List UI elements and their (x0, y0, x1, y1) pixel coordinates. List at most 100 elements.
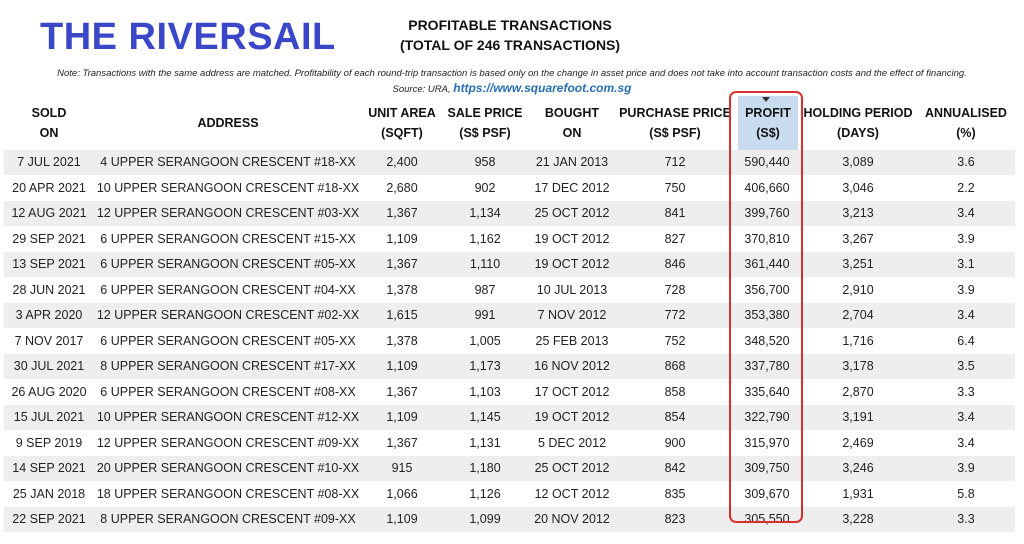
cell-address: 6 UPPER SERANGOON CRESCENT #05-XX (100, 257, 356, 271)
table-row[interactable]: 3 APR 2020 12 UPPER SERANGOON CRESCENT #0… (4, 303, 1015, 329)
column-header-line2: (SQFT) (381, 126, 423, 140)
cell-purchase-price: 835 (664, 486, 686, 501)
column-header-unit-area[interactable]: UNIT AREA (SQFT) (362, 96, 442, 150)
column-header-line1: PURCHASE PRICE (619, 106, 731, 120)
cell-annualised: 3.3 (957, 384, 975, 399)
cell-sold-on: 29 SEP 2021 (12, 231, 86, 246)
column-header-line2: (S$ PSF) (649, 126, 701, 140)
cell-bought-on: 19 OCT 2012 (534, 410, 610, 424)
table-row[interactable]: 30 JUL 2021 8 UPPER SERANGOON CRESCENT #1… (4, 354, 1015, 380)
report-title-line2: (TOTAL OF 246 TRANSACTIONS) (399, 37, 621, 53)
cell-purchase-price: 854 (664, 410, 686, 424)
cell-profit: 315,970 (744, 435, 790, 450)
cell-sale-price: 1,131 (469, 435, 501, 450)
cell-address: 6 UPPER SERANGOON CRESCENT #08-XX (100, 384, 356, 399)
cell-profit: 309,670 (744, 486, 790, 501)
column-header-sale-price[interactable]: SALE PRICE (S$ PSF) (442, 96, 528, 150)
source-prefix: Source: URA, (392, 84, 451, 95)
cell-profit: 406,660 (744, 180, 790, 195)
table-row[interactable]: 29 SEP 2021 6 UPPER SERANGOON CRESCENT #1… (4, 227, 1015, 252)
table-row[interactable]: 13 SEP 2021 6 UPPER SERANGOON CRESCENT #0… (4, 252, 1015, 278)
cell-purchase-price: 868 (664, 359, 686, 373)
cell-purchase-price: 900 (664, 435, 686, 450)
cell-holding-period: 3,267 (842, 231, 874, 246)
table-row[interactable]: 9 SEP 2019 12 UPPER SERANGOON CRESCENT #0… (4, 431, 1015, 456)
cell-annualised: 3.5 (957, 359, 975, 373)
cell-sold-on: 15 JUL 2021 (13, 410, 85, 424)
column-header-annualised[interactable]: ANNUALISED (%) (916, 96, 1016, 150)
cell-holding-period: 3,246 (842, 461, 874, 475)
cell-address: 4 UPPER SERANGOON CRESCENT #18-XX (100, 155, 356, 169)
cell-address: 6 UPPER SERANGOON CRESCENT #15-XX (100, 231, 356, 246)
cell-sale-price: 1,134 (469, 206, 501, 220)
cell-profit: 353,380 (744, 308, 790, 322)
column-header-line2: (S$) (756, 126, 780, 140)
cell-address: 6 UPPER SERANGOON CRESCENT #04-XX (100, 282, 356, 297)
cell-sale-price: 1,099 (469, 512, 501, 526)
cell-holding-period: 2,870 (842, 384, 874, 399)
cell-holding-period: 1,931 (842, 486, 874, 501)
cell-purchase-price: 846 (664, 257, 686, 271)
table-row[interactable]: 7 JUL 2021 4 UPPER SERANGOON CRESCENT #18… (4, 150, 1015, 176)
cell-sale-price: 1,145 (469, 410, 501, 424)
cell-unit-area: 1,066 (386, 486, 418, 501)
cell-bought-on: 25 FEB 2013 (535, 333, 609, 348)
cell-profit: 335,640 (744, 384, 790, 399)
column-header-address[interactable]: ADDRESS (94, 96, 362, 150)
cell-purchase-price: 712 (664, 155, 686, 169)
cell-profit: 590,440 (744, 155, 790, 169)
cell-annualised: 3.9 (957, 231, 975, 246)
cell-annualised: 5.8 (957, 486, 975, 501)
cell-profit: 361,440 (744, 257, 790, 271)
column-header-line2: ON (39, 126, 59, 140)
cell-holding-period: 2,910 (842, 282, 874, 297)
cell-purchase-price: 750 (664, 180, 686, 195)
table-row[interactable]: 12 AUG 2021 12 UPPER SERANGOON CRESCENT #… (4, 201, 1015, 227)
table-row[interactable]: 20 APR 2021 10 UPPER SERANGOON CRESCENT #… (4, 176, 1015, 201)
cell-bought-on: 25 OCT 2012 (534, 461, 610, 475)
cell-purchase-price: 823 (664, 512, 686, 526)
cell-sold-on: 25 JAN 2018 (12, 486, 86, 501)
cell-holding-period: 3,251 (842, 257, 874, 271)
cell-sold-on: 22 SEP 2021 (12, 512, 86, 526)
cell-bought-on: 17 DEC 2012 (534, 180, 610, 195)
table-row[interactable]: 25 JAN 2018 18 UPPER SERANGOON CRESCENT #… (4, 482, 1015, 507)
cell-sold-on: 7 NOV 2017 (14, 333, 84, 348)
cell-unit-area: 1,367 (386, 384, 418, 399)
column-header-holding-period[interactable]: HOLDING PERIOD (DAYS) (800, 96, 916, 150)
cell-purchase-price: 858 (664, 384, 686, 399)
cell-sold-on: 7 JUL 2021 (17, 155, 81, 169)
column-header-bought-on[interactable]: BOUGHT ON (528, 96, 616, 150)
column-header-line2: (DAYS) (837, 126, 879, 140)
cell-purchase-price: 842 (664, 461, 686, 475)
cell-bought-on: 16 NOV 2012 (534, 359, 610, 373)
sort-descending-icon (762, 97, 770, 102)
cell-sale-price: 1,162 (469, 231, 501, 246)
column-header-sold-on[interactable]: SOLD ON (4, 96, 94, 150)
cell-sale-price: 1,173 (469, 359, 501, 373)
column-header-line1: SALE PRICE (447, 106, 523, 120)
cell-unit-area: 1,109 (386, 410, 418, 424)
table-row[interactable]: 14 SEP 2021 20 UPPER SERANGOON CRESCENT #… (4, 456, 1015, 482)
table-row[interactable]: 15 JUL 2021 10 UPPER SERANGOON CRESCENT #… (4, 405, 1015, 431)
cell-annualised: 3.4 (957, 308, 975, 322)
cell-sold-on: 9 SEP 2019 (15, 435, 83, 450)
column-header-profit[interactable]: PROFIT (S$) (738, 96, 798, 150)
cell-holding-period: 3,046 (842, 180, 874, 195)
table-row[interactable]: 28 JUN 2021 6 UPPER SERANGOON CRESCENT #0… (4, 278, 1015, 303)
cell-address: 6 UPPER SERANGOON CRESCENT #05-XX (100, 333, 356, 348)
cell-purchase-price: 827 (664, 231, 686, 246)
cell-purchase-price: 772 (664, 308, 686, 322)
source-link[interactable]: https://www.squarefoot.com.sg (453, 81, 632, 95)
table-row[interactable]: 26 AUG 2020 6 UPPER SERANGOON CRESCENT #0… (4, 380, 1015, 405)
table-row[interactable]: 22 SEP 2021 8 UPPER SERANGOON CRESCENT #0… (4, 507, 1015, 533)
cell-bought-on: 12 OCT 2012 (534, 486, 610, 501)
table-row[interactable]: 7 NOV 2017 6 UPPER SERANGOON CRESCENT #05… (4, 329, 1015, 354)
cell-bought-on: 5 DEC 2012 (537, 435, 607, 450)
cell-address: 12 UPPER SERANGOON CRESCENT #03-XX (96, 206, 360, 220)
column-header-purchase-price[interactable]: PURCHASE PRICE (S$ PSF) (616, 96, 734, 150)
cell-profit: 356,700 (744, 282, 790, 297)
cell-sold-on: 3 APR 2020 (15, 308, 83, 322)
column-header-line1: ANNUALISED (925, 106, 1007, 120)
cell-profit: 309,750 (744, 461, 790, 475)
